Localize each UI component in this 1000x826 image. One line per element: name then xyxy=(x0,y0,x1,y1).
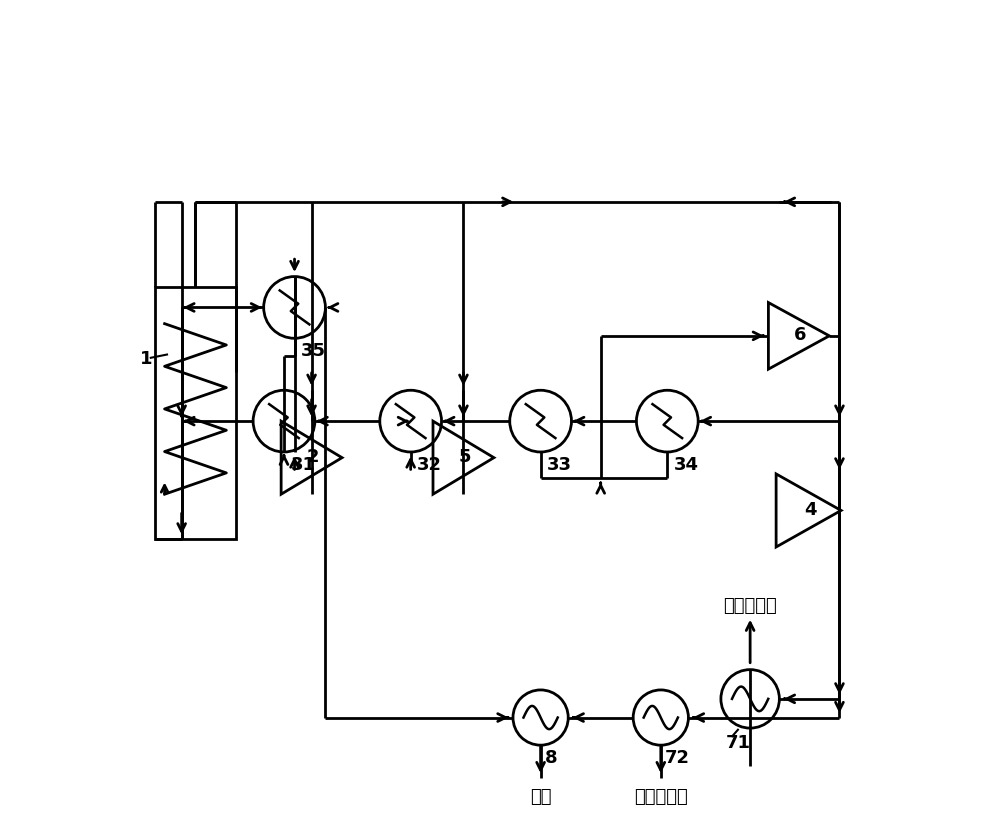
Text: 热网: 热网 xyxy=(530,788,551,806)
Text: 1: 1 xyxy=(140,350,153,368)
Text: 冷却水系统: 冷却水系统 xyxy=(634,788,688,806)
Bar xyxy=(155,287,236,539)
Text: 34: 34 xyxy=(674,456,699,474)
Text: 31: 31 xyxy=(290,456,315,474)
Text: 8: 8 xyxy=(545,749,557,767)
Text: 6: 6 xyxy=(794,326,807,344)
Text: 32: 32 xyxy=(417,456,442,474)
Text: 2: 2 xyxy=(307,448,319,466)
Text: 35: 35 xyxy=(301,342,326,360)
Text: 4: 4 xyxy=(804,501,816,519)
Text: 72: 72 xyxy=(665,749,690,767)
Text: 冷却水系统: 冷却水系统 xyxy=(723,597,777,615)
Text: 33: 33 xyxy=(547,456,572,474)
Text: 71: 71 xyxy=(726,734,751,752)
Text: 5: 5 xyxy=(459,448,471,466)
